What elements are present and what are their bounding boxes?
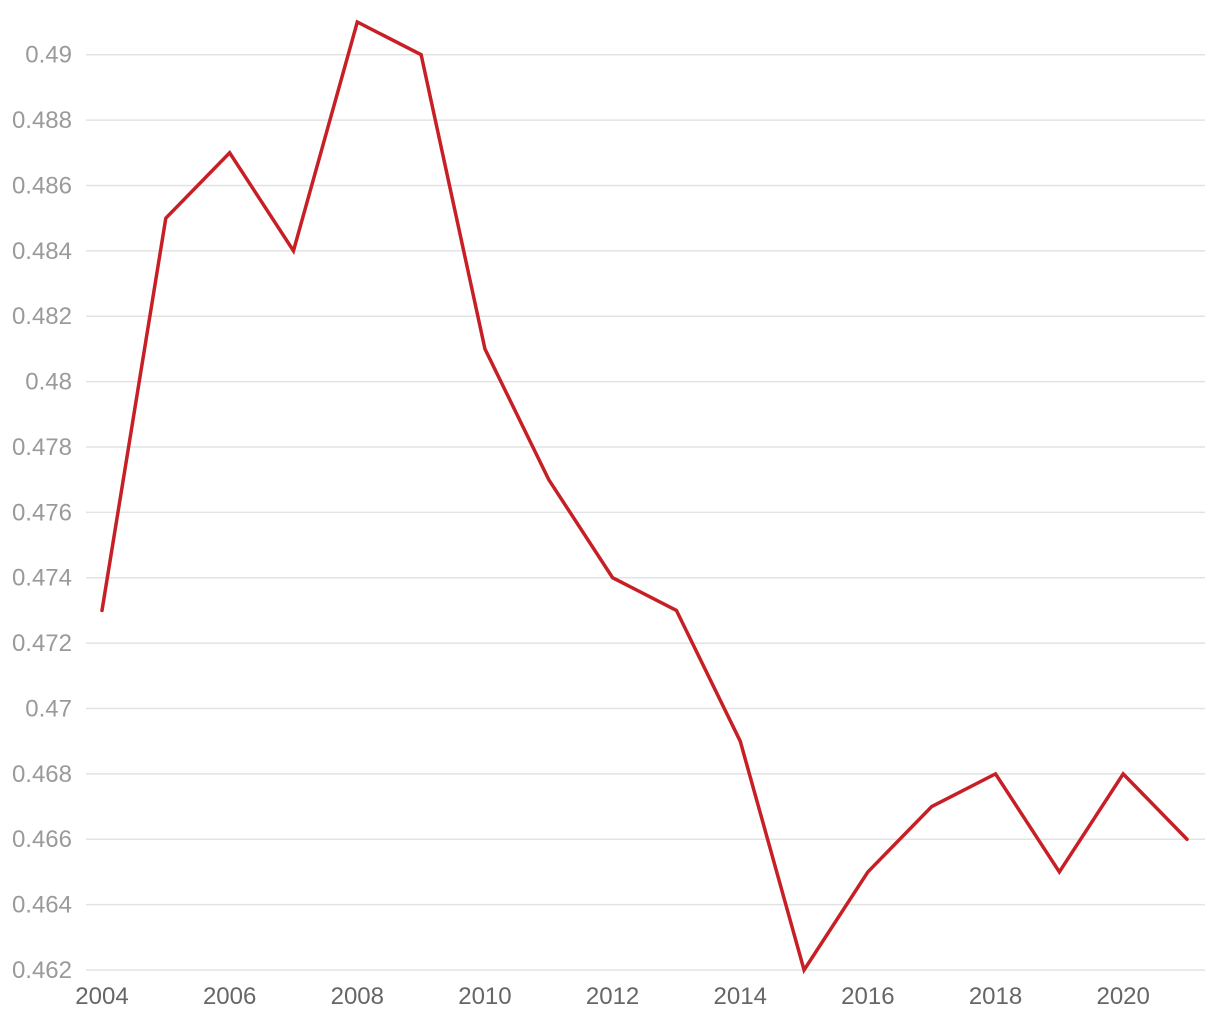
series-group bbox=[100, 19, 1189, 975]
y-tick-label: 0.466 bbox=[12, 826, 72, 853]
y-tick-label: 0.472 bbox=[12, 630, 72, 657]
y-tick-label: 0.48 bbox=[25, 369, 72, 396]
x-tick-label: 2014 bbox=[714, 983, 767, 1010]
y-tick-label: 0.49 bbox=[25, 42, 72, 69]
y-tick-label: 0.486 bbox=[12, 172, 72, 199]
x-tick-label: 2010 bbox=[458, 983, 511, 1010]
x-tick-label: 2004 bbox=[75, 983, 128, 1010]
x-axis: 2004 2006 2008 2010 2012 2014 2016 2018 2020 bbox=[75, 983, 1150, 1010]
y-tick-label: 0.468 bbox=[12, 761, 72, 788]
x-tick-label: 2006 bbox=[203, 983, 256, 1010]
y-tick-label: 0.462 bbox=[12, 957, 72, 984]
x-tick-label: 2020 bbox=[1096, 983, 1149, 1010]
y-tick-label: 0.476 bbox=[12, 499, 72, 526]
y-tick-label: 0.482 bbox=[12, 303, 72, 330]
gridlines bbox=[86, 53, 1205, 971]
y-tick-label: 0.474 bbox=[12, 565, 72, 592]
y-tick-label: 0.488 bbox=[12, 107, 72, 134]
y-axis: 0.462 0.464 0.466 0.468 0.47 0.472 0.474 0.476 0… bbox=[12, 42, 72, 984]
y-tick-label: 0.47 bbox=[25, 695, 72, 722]
x-tick-label: 2018 bbox=[969, 983, 1022, 1010]
y-tick-label: 0.464 bbox=[12, 892, 72, 919]
y-tick-label: 0.484 bbox=[12, 238, 72, 265]
x-tick-label: 2016 bbox=[841, 983, 894, 1010]
series-line bbox=[100, 19, 1189, 975]
y-tick-label: 0.478 bbox=[12, 434, 72, 461]
x-tick-label: 2012 bbox=[586, 983, 639, 1010]
x-tick-label: 2008 bbox=[331, 983, 384, 1010]
